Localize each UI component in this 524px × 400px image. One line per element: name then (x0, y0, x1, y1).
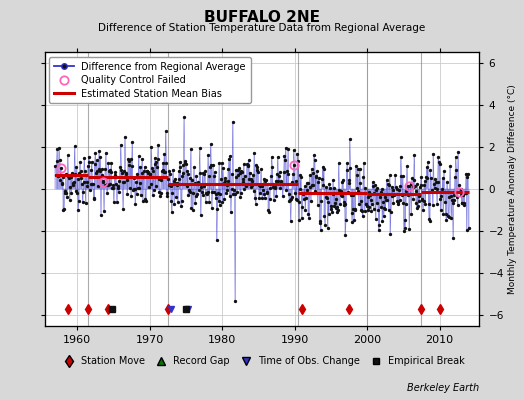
Text: Difference of Station Temperature Data from Regional Average: Difference of Station Temperature Data f… (99, 23, 425, 33)
Text: BUFFALO 2NE: BUFFALO 2NE (204, 10, 320, 25)
Legend: Station Move, Record Gap, Time of Obs. Change, Empirical Break: Station Move, Record Gap, Time of Obs. C… (56, 353, 468, 369)
Y-axis label: Monthly Temperature Anomaly Difference (°C): Monthly Temperature Anomaly Difference (… (508, 84, 517, 294)
Text: Berkeley Earth: Berkeley Earth (407, 383, 479, 393)
Legend: Difference from Regional Average, Quality Control Failed, Estimated Station Mean: Difference from Regional Average, Qualit… (49, 57, 251, 103)
